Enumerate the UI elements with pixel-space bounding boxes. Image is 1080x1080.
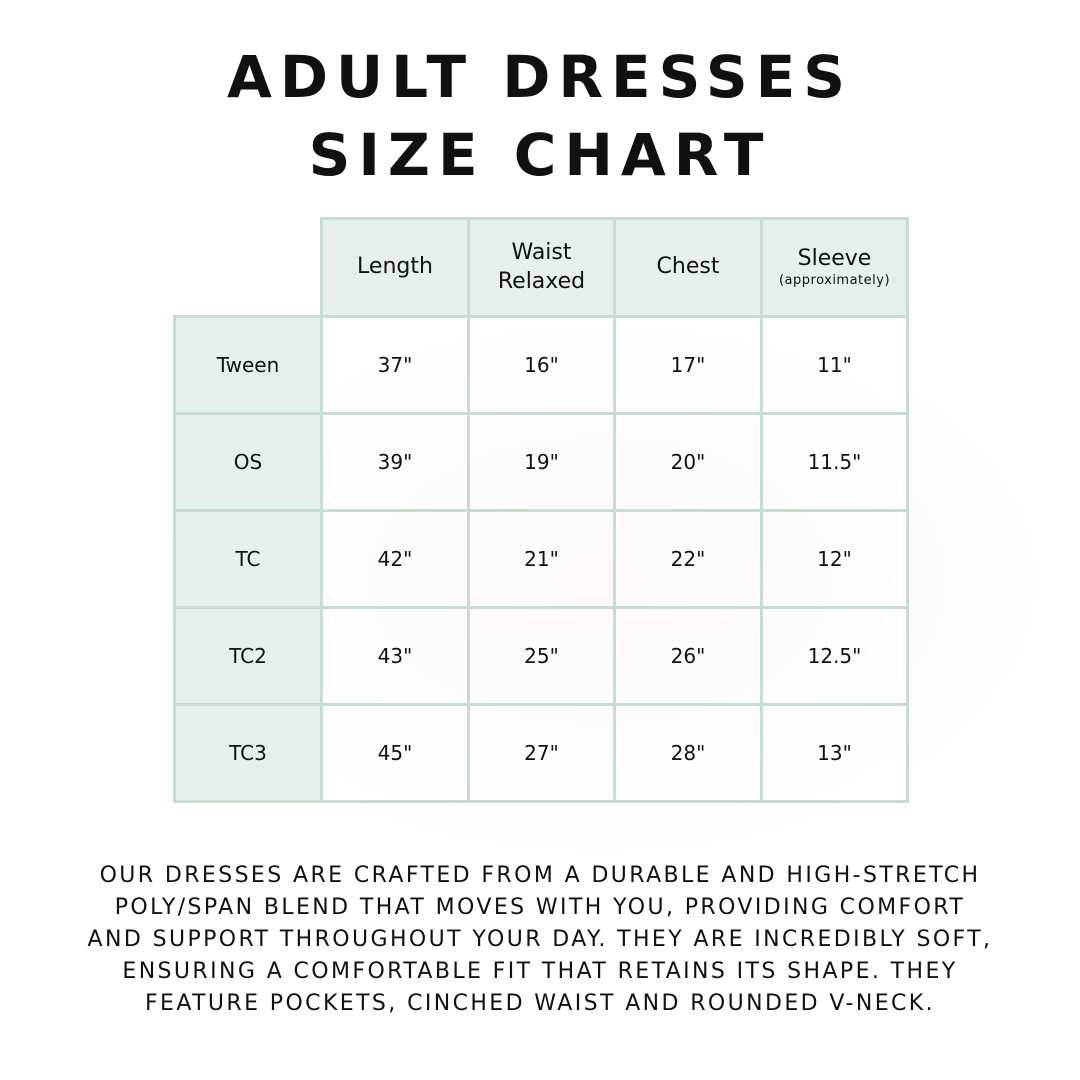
measurement-cell: 20" [613, 412, 763, 512]
measurement-cell: 13" [760, 703, 909, 803]
description-line: poly/span blend that moves with you, pro… [114, 895, 966, 920]
header-label: Length [357, 254, 433, 280]
measurement-cell: 22" [613, 509, 763, 609]
measurement-cell: 25" [467, 606, 616, 706]
table-row: TC2 43" 25" 26" 12.5" [173, 606, 909, 706]
table-row: TC3 45" 27" 28" 13" [173, 703, 909, 803]
header-length: Length [320, 217, 470, 318]
size-label: Tween [173, 315, 323, 415]
table-row: Tween 37" 16" 17" 11" [173, 315, 909, 415]
description-line: ensuring a comfortable fit that retains … [122, 959, 958, 984]
title-line-2: SIZE CHART [308, 121, 772, 189]
header-waist: Waist Relaxed [467, 217, 616, 318]
measurement-cell: 26" [613, 606, 763, 706]
measurement-cell: 16" [467, 315, 616, 415]
measurement-cell: 43" [320, 606, 470, 706]
measurement-cell: 42" [320, 509, 470, 609]
description-line: feature pockets, cinched waist and round… [144, 991, 936, 1016]
measurement-cell: 45" [320, 703, 470, 803]
measurement-cell: 37" [320, 315, 470, 415]
header-sublabel: (approximately) [778, 273, 891, 289]
size-label: TC3 [173, 703, 323, 803]
header-sleeve: Sleeve (approximately) [760, 217, 909, 318]
measurement-cell: 21" [467, 509, 616, 609]
size-label: OS [173, 412, 323, 512]
header-label: Chest [656, 254, 720, 280]
measurement-cell: 39" [320, 412, 470, 512]
size-label: TC [173, 509, 323, 609]
measurement-cell: 11.5" [760, 412, 909, 512]
measurement-cell: 28" [613, 703, 763, 803]
header-label: Waist Relaxed [497, 239, 586, 294]
description-line: and support throughout your day. They ar… [87, 927, 993, 952]
size-label: TC2 [173, 606, 323, 706]
measurement-cell: 11" [760, 315, 909, 415]
header-chest: Chest [613, 217, 763, 318]
header-row: Length Waist Relaxed Chest Sleeve (approx… [175, 217, 909, 318]
measurement-cell: 27" [467, 703, 616, 803]
title-line-1: ADULT DRESSES [227, 43, 853, 111]
table-row: OS 39" 19" 20" 11.5" [173, 412, 909, 512]
measurement-cell: 12.5" [760, 606, 909, 706]
measurement-cell: 17" [613, 315, 763, 415]
measurement-cell: 19" [467, 412, 616, 512]
description: Our dresses are crafted from a durable a… [0, 860, 1080, 1020]
size-chart-table: Length Waist Relaxed Chest Sleeve (approx… [173, 217, 909, 803]
header-label: Sleeve [797, 245, 872, 271]
measurement-cell: 12" [760, 509, 909, 609]
corner-cell [175, 219, 322, 317]
description-line: Our dresses are crafted from a durable a… [99, 863, 981, 888]
table-row: TC 42" 21" 22" 12" [173, 509, 909, 609]
